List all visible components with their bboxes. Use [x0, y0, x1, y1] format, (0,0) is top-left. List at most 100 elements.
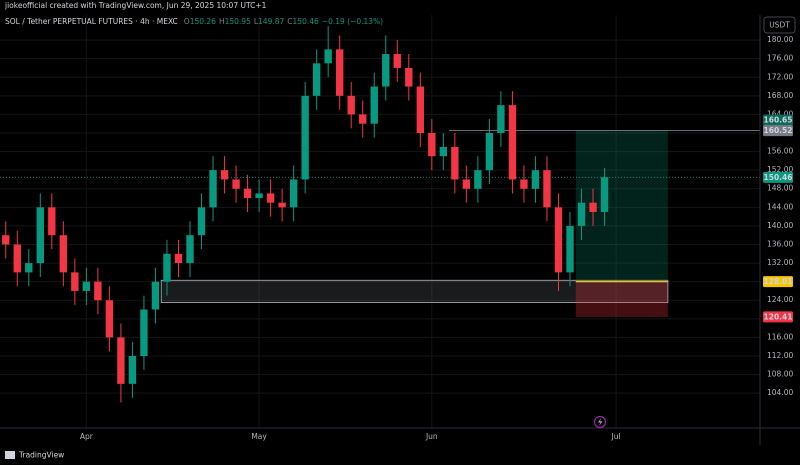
y-tick-label: 144.00	[767, 202, 793, 211]
candle-body	[589, 202, 597, 212]
ohlc-key: L	[254, 17, 259, 26]
candle-body	[82, 281, 91, 291]
plot-area	[0, 15, 760, 428]
logo	[5, 451, 15, 459]
candle-body	[312, 63, 321, 96]
candle-body	[600, 177, 609, 212]
candle-body	[474, 170, 482, 189]
candle-body	[255, 193, 263, 199]
symbol: SOL / Tether PERPETUAL FUTURES · 4h · ME…	[5, 17, 383, 26]
y-tick-label: 104.00	[767, 388, 793, 397]
event-bolt	[598, 418, 603, 426]
y-tick-label: 108.00	[767, 370, 793, 379]
y-tick-label: 172.00	[767, 72, 793, 81]
candle-body	[71, 272, 79, 291]
candle-body	[531, 170, 540, 189]
price-tag	[763, 276, 793, 288]
price-tag	[763, 114, 793, 126]
candle-body	[462, 179, 471, 189]
currency-button[interactable]	[763, 16, 796, 34]
loss-zone	[575, 281, 668, 317]
price-tag-label: 120.41	[764, 312, 793, 321]
candle-body	[220, 170, 229, 180]
candle-body	[405, 67, 413, 87]
candle-body	[105, 300, 114, 338]
candle-body	[359, 114, 367, 124]
footer: TradingView	[18, 451, 64, 460]
candle-body	[174, 253, 183, 264]
candle-body	[94, 281, 102, 301]
candle-body	[416, 86, 424, 133]
candle-body	[347, 95, 355, 115]
candle-body	[497, 105, 505, 133]
ohlc-value: 150.95	[225, 17, 251, 26]
candle-body	[151, 281, 160, 310]
candle-body	[336, 49, 344, 96]
candle-body	[301, 95, 309, 180]
candle-body	[128, 355, 137, 384]
candle-body	[243, 188, 252, 199]
credit: jiokeofficial created with TradingView.c…	[4, 1, 267, 10]
candle-body	[543, 170, 551, 208]
candle-body	[324, 49, 332, 64]
price-tag	[763, 125, 793, 137]
x-tick-label: May	[251, 432, 267, 441]
candle-body	[48, 207, 56, 236]
candle-body	[428, 133, 436, 157]
candle-body	[197, 207, 206, 236]
candle-body	[554, 207, 563, 273]
candle-body	[485, 133, 494, 171]
y-tick-label: 112.00	[767, 351, 793, 360]
price-tag-label: 160.65	[764, 115, 793, 124]
y-tick-label: 124.00	[767, 295, 793, 304]
candle-body	[520, 179, 528, 189]
candle-body	[209, 170, 217, 208]
candle-body	[117, 337, 125, 384]
x-tick-label: Jun	[425, 432, 438, 441]
y-tick-label: 156.00	[767, 147, 793, 156]
candle-body	[266, 193, 275, 203]
x-tick-label: Jul	[611, 432, 621, 441]
candle-body	[508, 105, 517, 180]
y-tick-label: 132.00	[767, 258, 793, 267]
price-tag-label: 128.01	[764, 277, 793, 286]
candle-body	[13, 244, 21, 273]
event-icon[interactable]	[593, 415, 607, 429]
currency[interactable]: USDT	[769, 21, 790, 30]
price-tag-label: 160.52	[764, 126, 793, 135]
y-tick-label: 140.00	[767, 221, 793, 230]
y-tick-label: 176.00	[767, 54, 793, 63]
price-tag	[763, 171, 793, 183]
candle-body	[382, 54, 390, 87]
candle-body	[25, 263, 33, 273]
y-tick-label: 168.00	[767, 91, 793, 100]
candle-body	[289, 179, 298, 208]
candle-body	[232, 179, 240, 189]
zone	[160, 279, 669, 303]
ohlc-value: 149.87	[258, 17, 284, 26]
y-tick-label: 180.00	[767, 35, 793, 44]
candle-body	[186, 235, 194, 264]
y-tick-label: 152.00	[767, 165, 793, 174]
y-tick-label: 136.00	[767, 239, 793, 248]
symbol-name: SOL / Tether PERPETUAL FUTURES · 4h · ME…	[5, 17, 178, 26]
candle-body	[577, 202, 586, 226]
ohlc-key: H	[219, 17, 225, 26]
ohlc-value: 150.26	[190, 17, 216, 26]
ohlc-key: O	[184, 17, 190, 26]
candle-body	[163, 253, 171, 282]
candle-body	[140, 309, 148, 356]
candle-body	[451, 146, 459, 180]
y-tick-label: 116.00	[767, 332, 793, 341]
change: −0.19 (−0.13%)	[322, 17, 383, 26]
candle-body	[2, 235, 10, 245]
candle-body	[439, 146, 448, 157]
price-tag	[763, 311, 793, 323]
candle-body	[566, 225, 574, 273]
x-tick-label: Apr	[80, 432, 94, 441]
ohlc-value: 150.46	[293, 17, 319, 26]
candle-body	[36, 207, 44, 264]
candle-body	[59, 235, 68, 273]
